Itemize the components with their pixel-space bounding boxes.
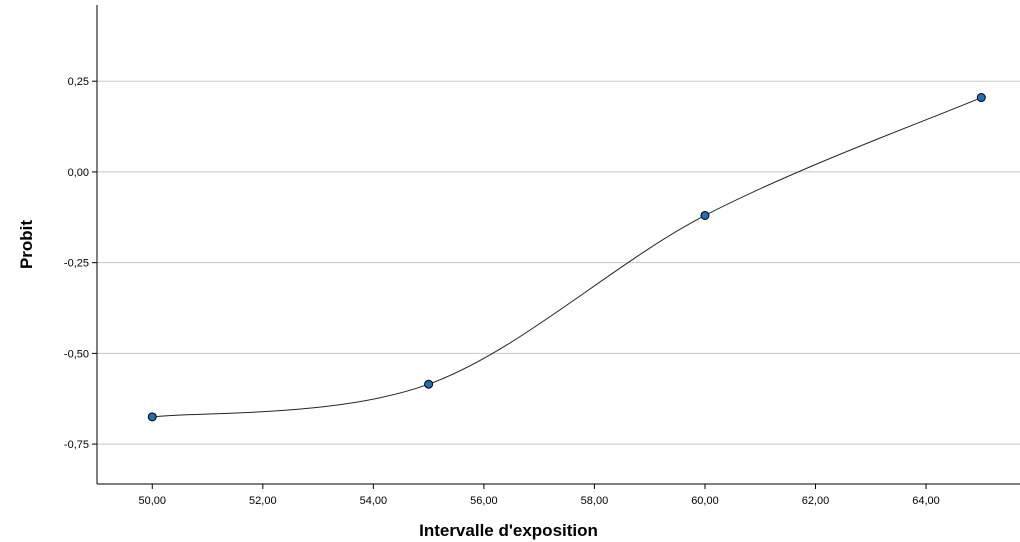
data-point <box>424 379 434 389</box>
x-axis-title: Intervalle d'exposition <box>419 521 598 540</box>
x-tick-label: 56,00 <box>470 495 498 507</box>
y-tick-label: 0,25 <box>68 76 89 88</box>
y-tick-labels: 0,25 0,00 -0,25 -0,50 -0,75 <box>64 76 89 451</box>
axes <box>96 5 1020 485</box>
x-tick-label: 64,00 <box>912 495 940 507</box>
data-points <box>147 93 986 422</box>
x-tick-label: 60,00 <box>691 495 719 507</box>
x-tick-label: 54,00 <box>360 495 388 507</box>
y-tick-label: -0,50 <box>64 348 89 360</box>
x-tick-label: 50,00 <box>139 495 167 507</box>
y-tick-label: -0,25 <box>64 258 89 270</box>
data-point <box>147 412 157 422</box>
y-axis-title: Probit <box>17 220 36 269</box>
data-point <box>700 210 710 220</box>
data-point <box>976 93 986 103</box>
x-tick-label: 62,00 <box>802 495 830 507</box>
y-tick-label: -0,75 <box>64 439 89 451</box>
x-tick-label: 58,00 <box>581 495 609 507</box>
x-tick-label: 52,00 <box>249 495 277 507</box>
y-tick-label: 0,00 <box>68 167 89 179</box>
x-tick-labels: 50,00 52,00 54,00 56,00 58,00 60,00 62,00 64,00 <box>139 484 940 507</box>
probit-curve <box>152 97 982 418</box>
gridlines <box>92 80 1020 445</box>
